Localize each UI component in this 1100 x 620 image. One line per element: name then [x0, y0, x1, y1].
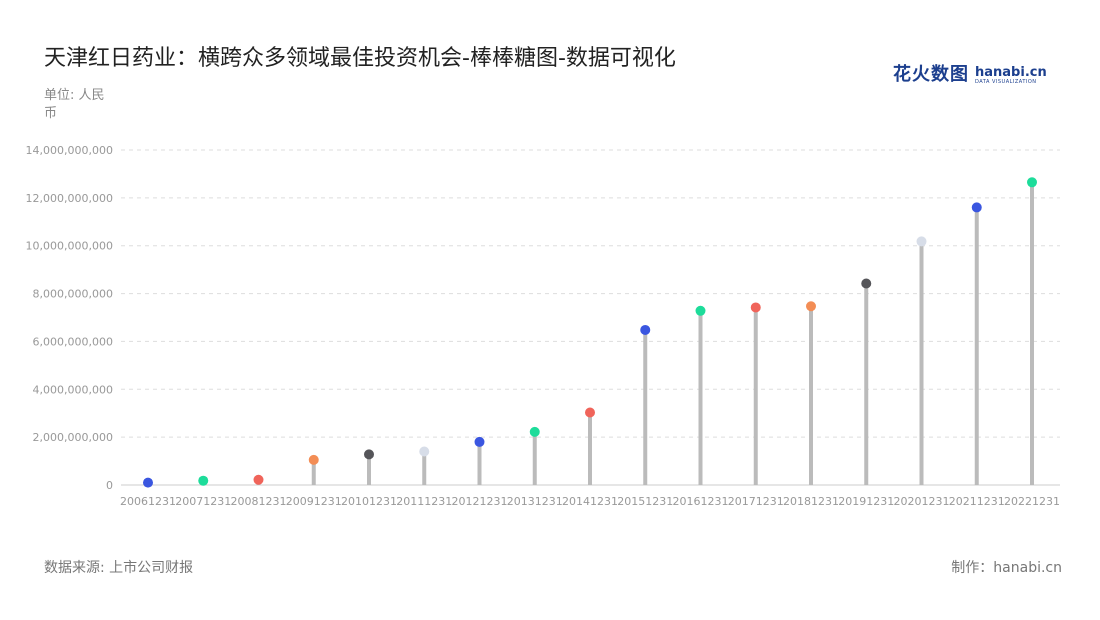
lollipop-point[interactable]	[474, 436, 485, 447]
x-tick-label: 20201231	[894, 495, 950, 508]
x-tick-label: 20071231	[175, 495, 231, 508]
logo-en-sub-text: DATA VISUALIZATION	[975, 79, 1037, 85]
lollipop-point[interactable]	[1027, 177, 1037, 188]
lollipop-point[interactable]	[971, 202, 982, 213]
y-tick-label: 8,000,000,000	[33, 288, 113, 301]
x-tick-label: 20161231	[673, 495, 729, 508]
lollipop-point[interactable]	[253, 474, 264, 485]
x-tick-label: 20211231	[949, 495, 1005, 508]
logo-en-block: hanabi.cn DATA VISUALIZATION	[975, 66, 1047, 86]
lollipop-point[interactable]	[585, 407, 595, 418]
lollipop-point[interactable]	[143, 477, 153, 488]
logo-cn-text: 花火数图	[893, 64, 969, 85]
x-tick-label: 20101231	[341, 495, 397, 508]
lollipop-point[interactable]	[695, 305, 706, 316]
x-tick-label: 20151231	[617, 495, 673, 508]
y-axis-ticks: 0 2,000,000,000 4,000,000,000 6,000,000,000…	[26, 144, 113, 492]
lollipop-stems	[146, 182, 1034, 485]
brand-logo: 花火数图 hanabi.cn DATA VISUALIZATION	[893, 60, 1047, 86]
lollipop-point[interactable]	[640, 324, 651, 335]
x-tick-label: 20191231	[838, 495, 894, 508]
unit-label: 单位: 人民币	[44, 88, 105, 121]
lollipop-point[interactable]	[750, 302, 761, 313]
credit-label: 制作：hanabi.cn	[951, 560, 1062, 576]
x-tick-label: 20081231	[231, 495, 287, 508]
y-tick-label: 4,000,000,000	[33, 383, 113, 396]
lollipop-point[interactable]	[806, 301, 816, 312]
y-tick-label: 2,000,000,000	[33, 431, 113, 444]
x-axis-ticks: 20061231 20071231 20081231 20091231 20101231…	[120, 495, 1060, 508]
y-tick-label: 14,000,000,000	[26, 144, 113, 157]
lollipop-point[interactable]	[198, 475, 209, 486]
lollipop-point[interactable]	[861, 278, 872, 289]
y-tick-label: 12,000,000,000	[26, 192, 113, 205]
x-tick-label: 20121231	[452, 495, 508, 508]
x-tick-label: 20221231	[1004, 495, 1060, 508]
lollipop-point[interactable]	[419, 446, 430, 457]
x-tick-label: 20131231	[507, 495, 563, 508]
y-tick-label: 0	[106, 479, 113, 492]
x-tick-label: 20141231	[562, 495, 618, 508]
x-tick-label: 20181231	[783, 495, 839, 508]
lollipop-point[interactable]	[529, 426, 540, 437]
lollipop-point[interactable]	[308, 454, 319, 465]
y-tick-label: 10,000,000,000	[26, 240, 113, 253]
x-tick-label: 20091231	[286, 495, 342, 508]
logo-en-text: hanabi.cn	[975, 65, 1047, 80]
x-tick-label: 20111231	[396, 495, 452, 508]
lollipop-dots	[143, 177, 1037, 488]
lollipop-point[interactable]	[364, 449, 374, 460]
y-tick-label: 6,000,000,000	[33, 335, 113, 348]
x-tick-label: 20061231	[120, 495, 176, 508]
lollipop-point[interactable]	[916, 236, 927, 247]
x-tick-label: 20171231	[728, 495, 784, 508]
source-label: 数据来源: 上市公司财报	[44, 560, 194, 576]
chart-title: 天津红日药业：横跨众多领域最佳投资机会-棒棒糖图-数据可视化	[44, 46, 676, 71]
